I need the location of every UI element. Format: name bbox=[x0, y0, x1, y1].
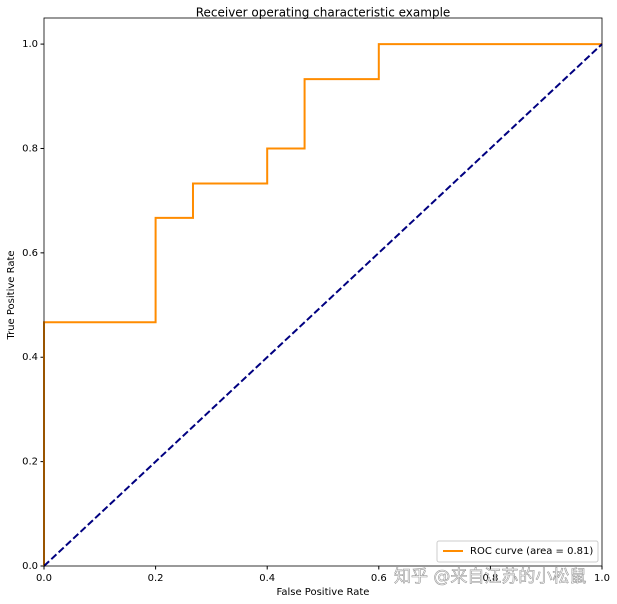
legend-label: ROC curve (area = 0.81) bbox=[470, 546, 593, 557]
y-axis-label: True Positive Rate bbox=[6, 250, 17, 340]
watermark: 知乎 @来自江苏的小松鼠 bbox=[394, 567, 586, 587]
x-tick-label: 1.0 bbox=[594, 573, 610, 584]
y-tick-label: 0.0 bbox=[22, 561, 38, 572]
x-tick-label: 0.6 bbox=[371, 573, 387, 584]
y-tick-label: 0.2 bbox=[22, 457, 38, 468]
x-tick-label: 0.0 bbox=[36, 573, 52, 584]
legend-box bbox=[436, 540, 599, 563]
series-line bbox=[43, 43, 602, 566]
y-tick-label: 0.8 bbox=[22, 143, 38, 154]
x-tick-label: 0.8 bbox=[482, 573, 498, 584]
x-tick-label: 0.4 bbox=[259, 573, 275, 584]
plot-frame bbox=[43, 17, 603, 567]
series-line bbox=[43, 43, 603, 567]
y-tick-label: 0.4 bbox=[22, 352, 38, 363]
x-axis-label: False Positive Rate bbox=[277, 587, 370, 598]
x-tick-label: 0.2 bbox=[148, 573, 164, 584]
chart-title: Receiver operating characteristic exampl… bbox=[196, 6, 451, 20]
y-tick-label: 1.0 bbox=[22, 39, 38, 50]
y-tick-label: 0.6 bbox=[22, 248, 38, 259]
